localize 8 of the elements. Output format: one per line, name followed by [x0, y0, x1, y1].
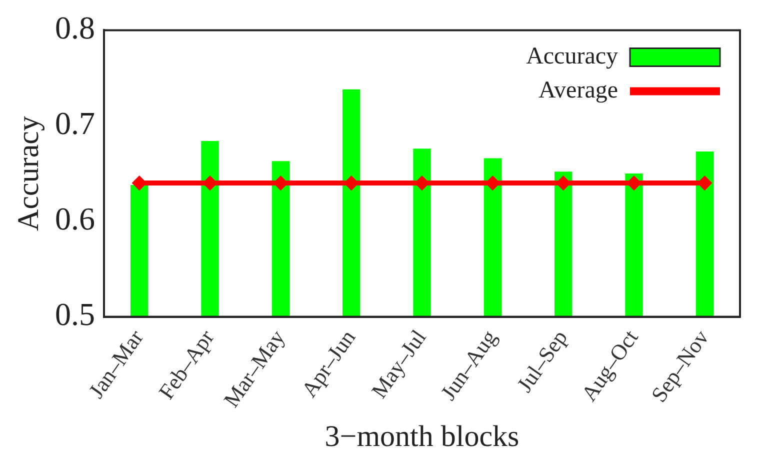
y-tick-label: 0.7: [55, 105, 95, 142]
x-axis-title: 3−month blocks: [324, 420, 520, 453]
y-axis-title: Accuracy: [12, 116, 45, 231]
y-tick-label: 0.6: [55, 200, 95, 237]
legend-label: Average: [538, 77, 618, 104]
legend-label: Accuracy: [526, 43, 618, 70]
y-tick-label: 0.8: [55, 10, 95, 46]
y-tick-label: 0.5: [55, 296, 95, 332]
